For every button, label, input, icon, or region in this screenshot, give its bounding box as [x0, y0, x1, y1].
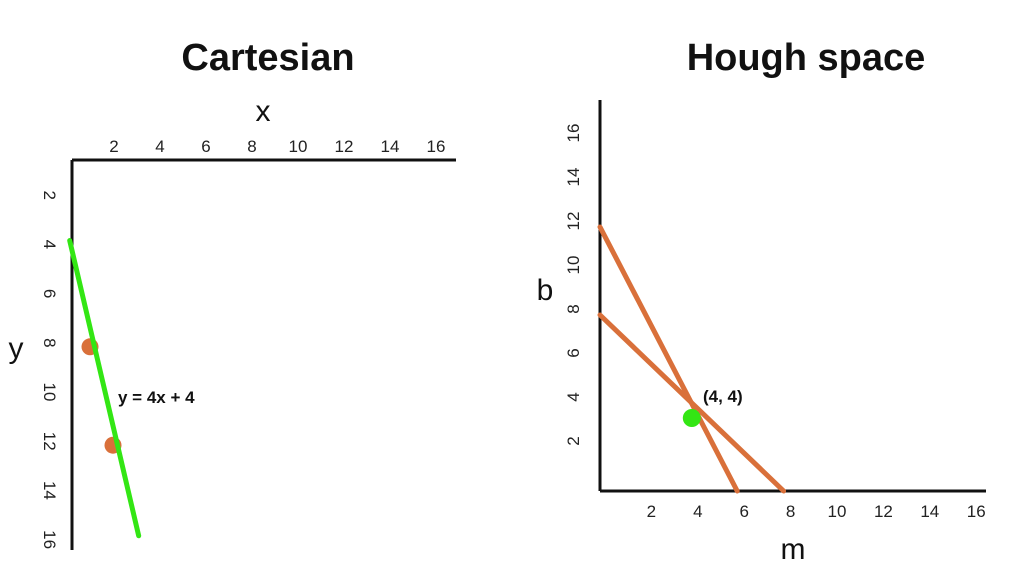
- cartesian-x-tick-label: 16: [427, 137, 446, 156]
- cartesian-title: Cartesian: [181, 37, 354, 79]
- intersection-label: (4, 4): [703, 387, 743, 406]
- hough-parameter-lines: [597, 224, 787, 494]
- hough-m-tick-label: 4: [693, 502, 702, 521]
- cartesian-x-tick-label: 2: [109, 137, 118, 156]
- cartesian-x-tick-label: 10: [289, 137, 308, 156]
- cartesian-y-tick-label: 8: [40, 338, 59, 347]
- cartesian-y-tick-label: 2: [40, 190, 59, 199]
- cartesian-x-tick-label: 8: [247, 137, 256, 156]
- hough-b-tick-label: 14: [564, 168, 583, 187]
- cartesian-y-tick-label: 10: [40, 383, 59, 402]
- hough-m-tick-label: 2: [647, 502, 656, 521]
- hough-panel: Hough space m b 2 4 6 8 10 12 14 16 2 4 6 8 10 12 14 1…: [537, 37, 986, 566]
- cartesian-y-tick-label: 6: [40, 289, 59, 298]
- cartesian-y-tick-label: 16: [40, 530, 59, 549]
- hough-m-ticks: 2 4 6 8 10 12 14 16: [647, 502, 986, 521]
- cartesian-x-axis-label: x: [256, 95, 271, 128]
- hough-b-tick-label: 4: [564, 392, 583, 401]
- hough-m-tick-label: 12: [874, 502, 893, 521]
- hough-b-tick-label: 6: [564, 348, 583, 357]
- hough-m-axis-label: m: [781, 533, 806, 566]
- hough-parameter-line: [597, 312, 787, 494]
- hough-b-tick-label: 8: [564, 304, 583, 313]
- cartesian-x-tick-label: 12: [335, 137, 354, 156]
- hough-m-tick-label: 8: [786, 502, 795, 521]
- hough-intersection-point: [682, 409, 701, 427]
- cartesian-x-tick-label: 4: [155, 137, 164, 156]
- cartesian-y-tick-label: 4: [40, 240, 59, 249]
- hough-b-tick-label: 16: [564, 124, 583, 143]
- hough-b-tick-label: 2: [564, 436, 583, 445]
- hough-b-tick-label: 12: [564, 212, 583, 231]
- cartesian-y-tick-label: 12: [40, 432, 59, 451]
- hough-b-ticks: 2 4 6 8 10 12 14 16: [564, 124, 583, 446]
- hough-b-axis-label: b: [537, 274, 554, 307]
- cartesian-x-tick-label: 14: [381, 137, 400, 156]
- cartesian-x-tick-label: 6: [201, 137, 210, 156]
- hough-m-tick-label: 16: [967, 502, 986, 521]
- hough-title: Hough space: [687, 37, 926, 79]
- cartesian-y-ticks: 2 4 6 8 10 12 14 16: [40, 190, 59, 549]
- hough-b-tick-label: 10: [564, 256, 583, 275]
- cartesian-y-axis-label: y: [9, 332, 24, 365]
- hough-m-tick-label: 10: [828, 502, 847, 521]
- cartesian-fitted-line: [67, 238, 142, 539]
- hough-m-tick-label: 14: [920, 502, 939, 521]
- hough-parameter-line: [597, 224, 740, 494]
- hough-m-tick-label: 6: [739, 502, 748, 521]
- cartesian-y-tick-label: 14: [40, 481, 59, 500]
- line-equation-label: y = 4x + 4: [118, 388, 195, 407]
- cartesian-x-ticks: 2 4 6 8 10 12 14 16: [109, 137, 445, 156]
- cartesian-panel: Cartesian x y 2 4 6 8 10 12 14 16 246810121416 …: [9, 37, 456, 550]
